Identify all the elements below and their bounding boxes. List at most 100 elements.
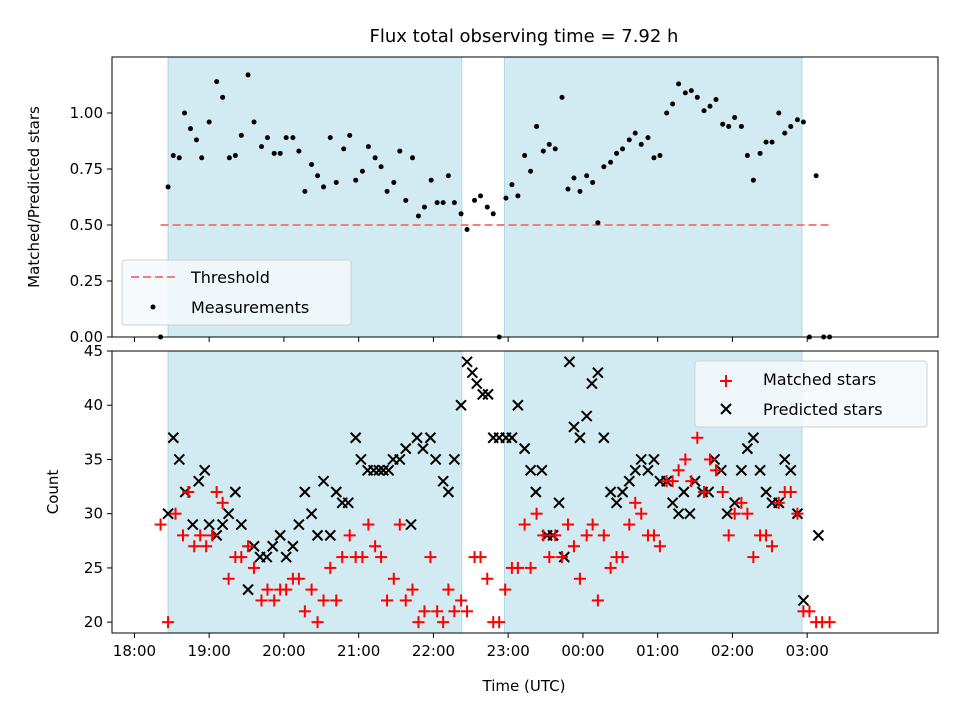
measurement-point: [451, 200, 457, 206]
x-tick-label: 02:00: [711, 642, 754, 660]
predicted-stars-point: [187, 518, 199, 531]
predicted-stars-point: [553, 497, 565, 509]
measurement-point: [559, 94, 565, 100]
count-y-tick-label: 25: [84, 559, 103, 577]
matched-stars-point: [623, 518, 636, 531]
predicted-stars-point: [635, 453, 647, 466]
matched-stars-point: [722, 529, 735, 542]
matched-stars-point: [412, 616, 425, 629]
matched-stars-point: [455, 594, 468, 607]
matched-stars-point: [591, 594, 604, 607]
matched-stars-point: [716, 486, 729, 498]
matched-stars-point: [629, 496, 642, 509]
matched-stars-point: [177, 529, 190, 542]
x-tick-label: 20:00: [262, 642, 305, 660]
predicted-stars-point: [324, 529, 336, 542]
matched-stars-point: [210, 486, 223, 498]
predicted-legend-swatch: [720, 403, 732, 415]
predicted-stars-point: [203, 518, 215, 531]
matched-stars-point: [543, 551, 556, 564]
measurement-point: [720, 121, 726, 127]
measurement-point: [187, 126, 193, 132]
measurement-point: [769, 139, 775, 145]
measurement-point: [193, 137, 199, 143]
measurement-point: [657, 153, 663, 159]
matched-stars-point: [481, 572, 494, 585]
measurement-point: [445, 173, 451, 179]
matched-stars-point: [597, 529, 610, 542]
measurement-point: [632, 130, 638, 136]
measurement-point: [608, 159, 614, 165]
matched-stars-point: [399, 594, 412, 607]
matched-stars-point: [561, 518, 574, 531]
predicted-stars-point: [405, 518, 417, 531]
matched-stars-point: [387, 572, 400, 585]
matched-stars-point: [362, 518, 375, 531]
predicted-stars-point: [305, 507, 318, 520]
predicted-stars-point: [162, 507, 174, 520]
predicted-stars-point: [411, 432, 423, 444]
predicted-stars-point: [349, 432, 362, 444]
predicted-stars-point: [429, 453, 442, 466]
predicted-stars-point: [317, 475, 330, 487]
measurement-point: [199, 155, 205, 161]
measurements-legend-label: Measurements: [191, 298, 309, 317]
matched-stars-point: [679, 453, 692, 466]
predicted-stars-point: [623, 475, 635, 487]
measurement-point: [552, 146, 558, 152]
ratio-y-axis-label: Matched/Predicted stars: [25, 106, 43, 288]
measurement-point: [309, 162, 315, 168]
matched-stars-point: [685, 475, 698, 488]
measurement-point: [397, 148, 403, 154]
predicted-stars-point: [342, 497, 354, 509]
ratio-y-tick-label: 0.00: [70, 328, 103, 346]
predicted-stars-point: [812, 529, 825, 542]
predicted-stars-point: [642, 464, 654, 477]
measurement-point: [277, 150, 283, 156]
matched-stars-point: [437, 616, 450, 629]
predicted-stars-point: [482, 388, 494, 401]
matched-stars-point: [255, 594, 268, 607]
matched-stars-point: [666, 475, 679, 488]
matched-stars-point: [567, 540, 580, 553]
measurement-point: [813, 173, 819, 179]
matched-stars-point: [823, 616, 836, 629]
measurement-point: [584, 173, 590, 179]
matched-stars-point: [760, 529, 773, 542]
matched-stars-point: [735, 496, 748, 509]
matched-legend-label: Matched stars: [763, 370, 876, 389]
measurement-point: [546, 141, 552, 147]
measurement-point: [238, 132, 244, 138]
measurement-point: [315, 173, 321, 179]
matched-stars-point: [784, 486, 797, 498]
predicted-stars-point: [741, 442, 754, 455]
matched-stars-point: [369, 540, 382, 553]
measurement-point: [701, 108, 707, 114]
predicted-stars-point: [448, 453, 461, 466]
chart-title: Flux total observing time = 7.92 h: [370, 26, 679, 47]
matched-stars-point: [518, 518, 531, 531]
measurement-point: [458, 211, 464, 217]
matched-stars-point: [653, 540, 666, 553]
predicted-stars-point: [797, 594, 810, 607]
measurement-point: [571, 175, 577, 181]
measurement-point: [763, 139, 769, 145]
matched-legend-swatch: [720, 375, 732, 387]
predicted-stars-point: [229, 486, 242, 498]
measurement-point: [245, 72, 251, 78]
measurement-point: [664, 110, 670, 116]
measurement-point: [341, 146, 347, 152]
matched-stars-point: [194, 529, 207, 542]
matched-stars-point: [772, 496, 785, 509]
matched-stars-point: [549, 529, 562, 542]
measurement-point: [528, 168, 534, 174]
count-legend-box: [694, 360, 928, 428]
measurement-point: [409, 155, 415, 161]
count-y-tick-label: 45: [84, 342, 103, 360]
matched-stars-point: [206, 529, 219, 542]
predicted-stars-point: [536, 464, 548, 477]
predicted-stars-point: [382, 464, 395, 477]
measurement-point: [682, 90, 688, 96]
measurement-point: [757, 150, 763, 156]
predicted-stars-point: [604, 486, 617, 498]
